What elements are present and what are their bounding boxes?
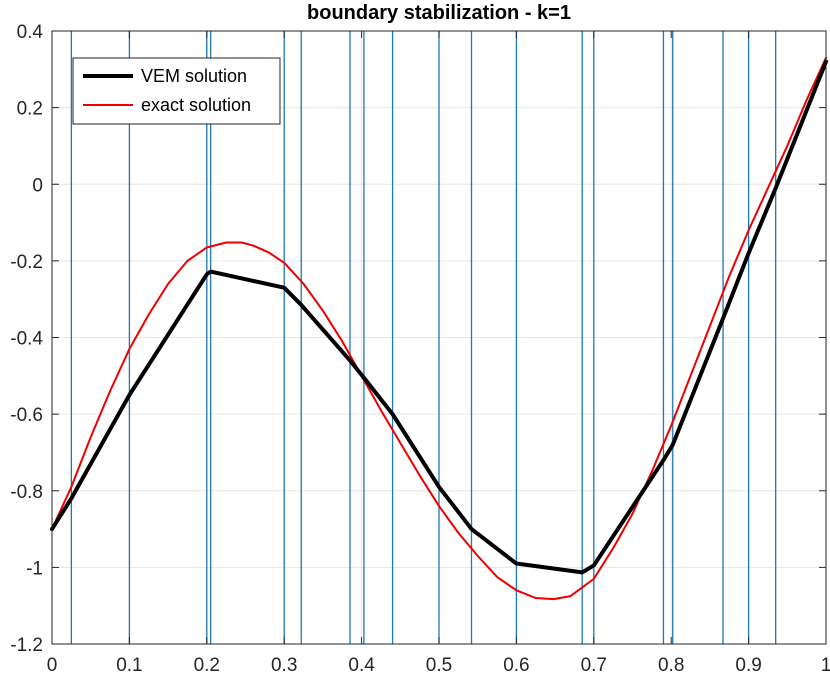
- y-tick-label: -1: [26, 558, 43, 579]
- y-tick-label: -0.6: [10, 405, 43, 426]
- legend-box: [72, 57, 281, 125]
- y-tick-label: 0: [32, 175, 43, 196]
- legend-label-vem-solution: VEM solution: [141, 66, 247, 86]
- x-tick-label: 0.6: [503, 655, 529, 676]
- legend: VEM solution exact solution: [72, 57, 281, 125]
- y-tick-label: 0.2: [17, 99, 43, 120]
- x-tick-label: 0.5: [426, 655, 452, 676]
- mesh-node-lines: [70, 31, 777, 644]
- series-lines: [50, 56, 828, 601]
- legend-label-exact-solution: exact solution: [141, 95, 251, 115]
- series-line-exact-solution: [51, 56, 827, 601]
- y-tick-label: -0.4: [10, 329, 43, 350]
- y-axis-ticks: 0.4 0.2 0 -0.2 -0.4 -0.6 -0.8 -1 -1.2: [10, 22, 826, 656]
- x-tick-label: 1: [821, 655, 830, 676]
- x-axis-ticks: 0 0.1 0.2 0.3 0.4 0.5 0.6 0.7 0.8 0.9 1: [47, 31, 830, 676]
- x-tick-label: 0.3: [271, 655, 297, 676]
- x-tick-label: 0: [47, 655, 58, 676]
- x-tick-label: 0.8: [658, 655, 684, 676]
- x-tick-label: 0.7: [581, 655, 607, 676]
- x-tick-label: 0.2: [194, 655, 220, 676]
- chart-title: boundary stabilization - k=1: [307, 2, 571, 24]
- y-tick-label: -0.2: [10, 252, 43, 273]
- y-tick-label: 0.4: [17, 22, 44, 43]
- series-line-vem-solution: [50, 59, 828, 575]
- x-tick-label: 0.4: [348, 655, 375, 676]
- y-tick-label: -1.2: [10, 635, 43, 656]
- x-tick-label: 0.9: [735, 655, 761, 676]
- x-tick-label: 0.1: [116, 655, 142, 676]
- y-tick-label: -0.8: [10, 482, 43, 503]
